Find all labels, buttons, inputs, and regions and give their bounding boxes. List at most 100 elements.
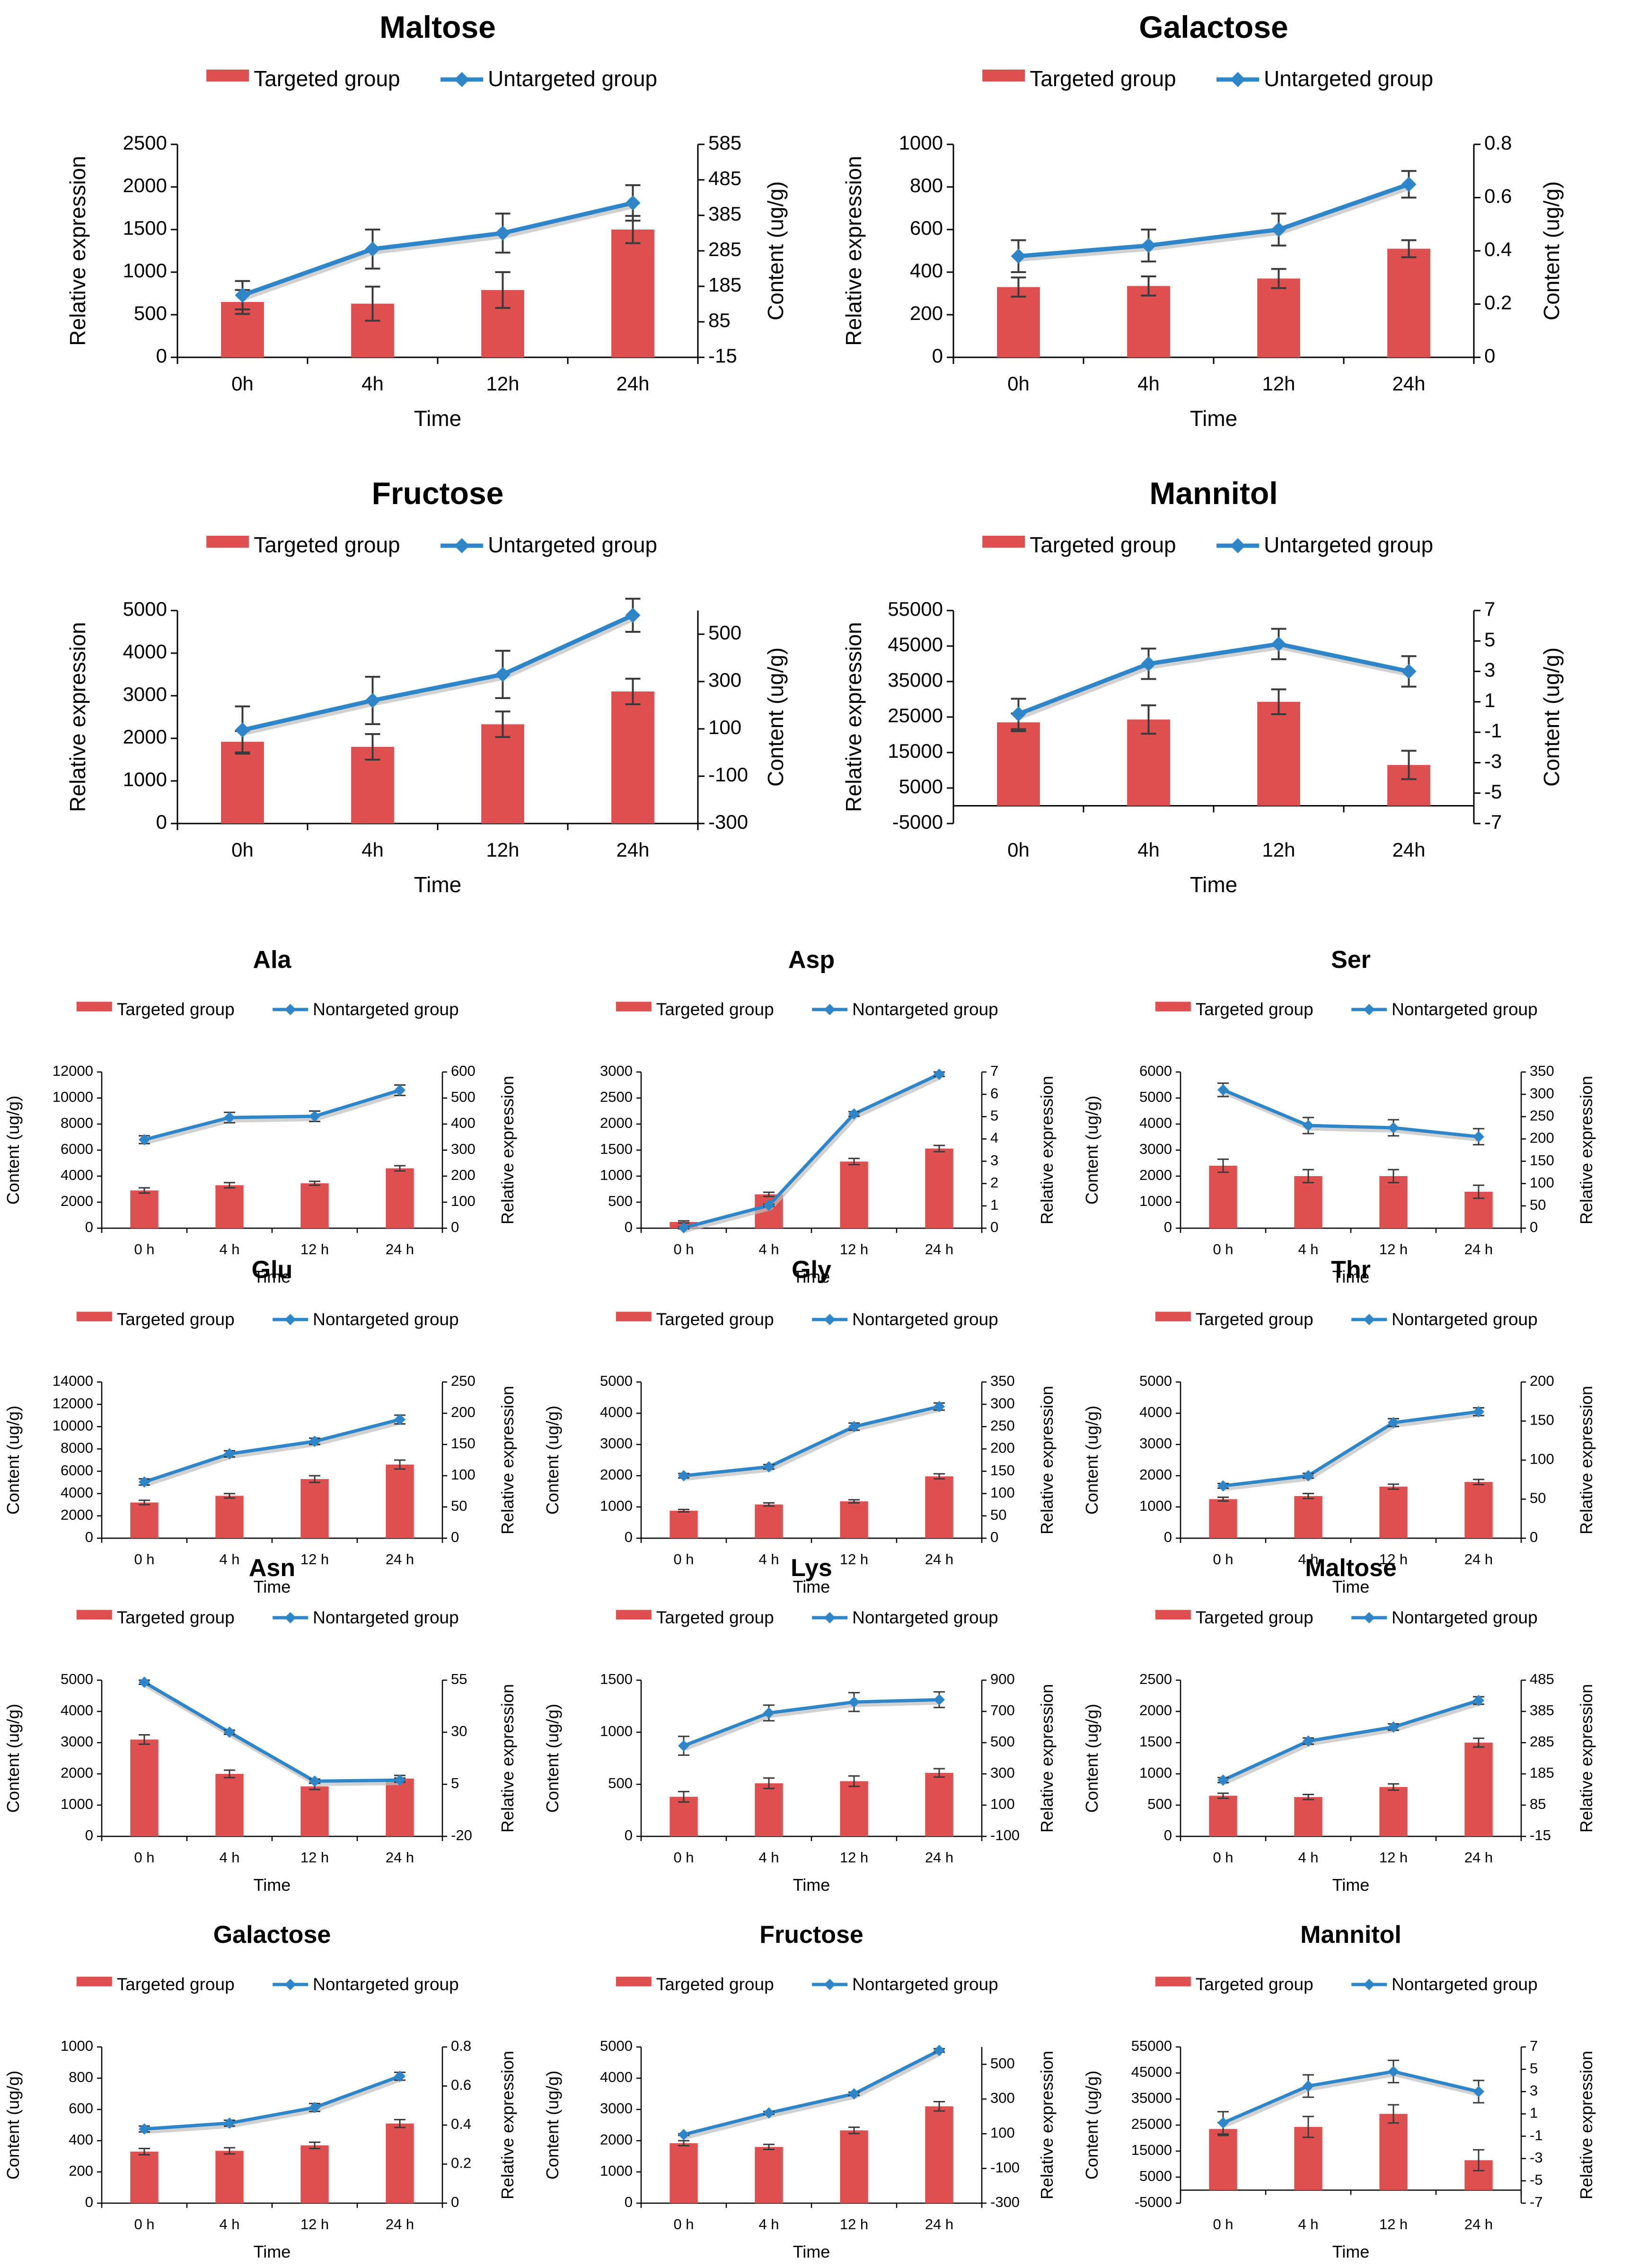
legend-bar-swatch (76, 1001, 112, 1011)
line-path (143, 1681, 400, 1783)
y-axis-right-title: Relative expression (1037, 2051, 1057, 2199)
bar-series (130, 1734, 414, 1836)
x-tick-label: 0 h (134, 1551, 154, 1568)
y-axis-left-title: Content (ug/g) (1082, 1096, 1101, 1205)
right-tick-label: -100 (990, 2159, 1020, 2176)
legend-label: Targeted group (656, 1975, 774, 1994)
bar (925, 1772, 953, 1836)
bar-series (130, 1459, 414, 1538)
legend: Targeted group Nontargeted group (76, 1310, 459, 1329)
line-point (848, 2088, 860, 2100)
bar (386, 1464, 414, 1538)
right-tick-label: -100 (708, 763, 748, 786)
x-tick-label: 12 h (840, 2216, 868, 2233)
left-tick-label: 1000 (61, 1796, 93, 1812)
x-tick-label: 24 h (386, 2216, 414, 2233)
line-point (309, 1435, 320, 1447)
x-tick-label: 0 h (134, 1849, 154, 1866)
left-tick-label: 25000 (1131, 2116, 1172, 2132)
bar (840, 1781, 868, 1836)
x-tick-label: 24h (616, 839, 649, 861)
right-tick-label: 0 (451, 2194, 459, 2210)
x-tick-label: 24 h (925, 1551, 953, 1568)
right-tick-label: 85 (708, 309, 731, 331)
bar (386, 1778, 414, 1836)
bar (130, 1739, 159, 1836)
axes: 0 2000 4000 6000 8000 10000 12000 14000 0 50 100 15… (53, 1373, 476, 1568)
right-tick-label: -3 (1530, 2149, 1543, 2166)
x-axis-title: Time (1332, 2242, 1370, 2261)
chart-title: Gly (792, 1256, 831, 1284)
chart-1-maltose: Maltose Targeted group Untargeted group 0 50… (65, 9, 788, 431)
y-axis-left-title: Content (ug/g) (3, 1406, 23, 1515)
line-shadow (684, 2050, 942, 2140)
left-tick-label: 0 (156, 345, 167, 367)
x-tick-label: 12 h (300, 1551, 329, 1568)
x-tick-label: 4 h (1298, 1849, 1318, 1866)
line-shadow (243, 615, 636, 735)
line-path (683, 2049, 940, 2136)
legend-bar-swatch (1155, 1311, 1191, 1321)
right-tick-label: 100 (451, 1193, 476, 1209)
line-series (678, 1068, 945, 1234)
right-tick-label: 0 (451, 1529, 459, 1545)
x-axis-title: Time (254, 1875, 291, 1895)
x-tick-label: 12 h (1379, 1241, 1408, 1258)
right-tick-label: 200 (990, 1440, 1015, 1456)
bar (300, 1479, 329, 1538)
legend-label: Nontargeted group (313, 1608, 459, 1627)
right-tick-label: -3 (1484, 750, 1502, 772)
left-tick-label: -5000 (1135, 2194, 1172, 2210)
line-point (235, 722, 250, 738)
bar-series (221, 215, 654, 357)
legend-line-marker (824, 1612, 836, 1623)
line-series (139, 1676, 405, 1787)
bar-series (997, 688, 1430, 806)
left-tick-label: 3000 (600, 2100, 633, 2117)
legend-label: Targeted group (117, 1608, 235, 1627)
x-tick-label: 12 h (840, 1849, 868, 1866)
line-point (1303, 1120, 1314, 1132)
left-tick-label: 0 (625, 2194, 633, 2210)
x-tick-label: 4 h (219, 2216, 239, 2233)
right-tick-label: -7 (1530, 2194, 1543, 2210)
legend-label: Nontargeted group (313, 1000, 459, 1019)
legend-label: Untargeted group (1264, 66, 1433, 91)
legend-label: Targeted group (117, 1310, 235, 1329)
y-axis-right-title: Relative expression (1037, 1386, 1057, 1534)
right-tick-label: 585 (708, 132, 741, 154)
x-tick-label: 0 h (134, 1241, 154, 1258)
right-tick-label: -7 (1484, 811, 1502, 833)
bar (215, 1774, 244, 1836)
left-tick-label: 4000 (1139, 1115, 1172, 1131)
left-tick-label: 2000 (123, 174, 167, 196)
chart-title: Maltose (379, 9, 496, 44)
bar-series (1209, 1737, 1493, 1836)
left-tick-label: 400 (69, 2131, 93, 2148)
legend-bar-swatch (206, 70, 249, 82)
left-tick-label: 3000 (123, 683, 167, 705)
line-point (235, 287, 250, 303)
chart-title: Lys (791, 1554, 832, 1582)
line-point (139, 2123, 150, 2135)
x-tick-label: 24 h (925, 1849, 953, 1866)
left-tick-label: 4000 (61, 1702, 93, 1719)
line-shadow (243, 202, 635, 301)
right-tick-label: -100 (990, 1827, 1020, 1843)
x-tick-label: 0h (231, 839, 254, 861)
axes: -5000 5000 15000 25000 35000 45000 55000 -7 -5 -3… (1131, 2038, 1543, 2233)
legend-bar-swatch (206, 536, 249, 548)
y-axis-left-title: Content (ug/g) (3, 1704, 23, 1813)
x-tick-label: 12 h (300, 1849, 329, 1866)
line-point (365, 241, 380, 257)
bar (1379, 1787, 1408, 1836)
left-tick-label: 4000 (600, 2069, 633, 2085)
line-point (1303, 1735, 1314, 1747)
line-point (848, 1696, 860, 1708)
right-tick-label: 300 (451, 1141, 476, 1157)
axes: 0 2000 4000 6000 8000 10000 12000 0 100 200 300 400… (53, 1063, 476, 1258)
line-point (763, 1707, 775, 1719)
left-tick-label: 600 (910, 217, 943, 239)
x-tick-label: 4 h (1298, 2216, 1318, 2233)
right-tick-label: -1 (1484, 719, 1502, 742)
